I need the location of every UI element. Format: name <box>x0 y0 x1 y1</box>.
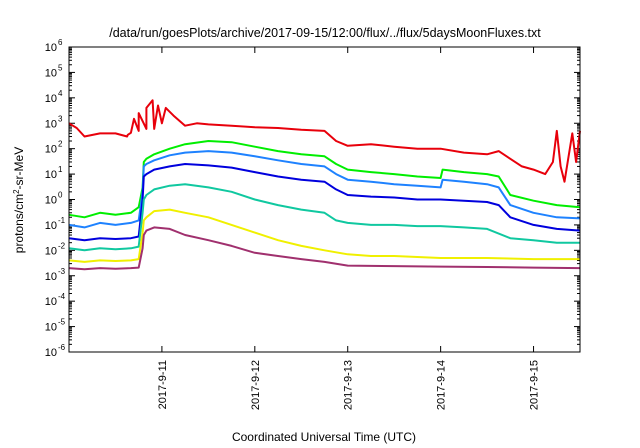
y-tick-exp: -4 <box>58 292 66 301</box>
y-tick-base: 10 <box>45 195 57 207</box>
series-line-3 <box>68 163 581 242</box>
y-tick-base: 10 <box>45 169 57 181</box>
y-tick-exp: 0 <box>58 191 63 200</box>
y-tick-exp: 6 <box>58 38 63 47</box>
y-tick-label: 10 <box>45 347 57 359</box>
y-tick-base: 10 <box>45 144 57 156</box>
y-tick-base: 10 <box>45 118 57 130</box>
series-line-1 <box>68 140 581 219</box>
x-axis: 2017-9-11 2017-9-12 2017-9-13 2017-9-14 2017… <box>157 47 541 410</box>
x-tick-label: 2017-9-13 <box>343 360 355 410</box>
y-label-part: -sr-MeV <box>12 147 26 190</box>
x-tick-label: 2017-9-15 <box>529 360 541 410</box>
y-tick-label: 10 <box>45 296 57 308</box>
y-tick-label: 10 <box>45 169 57 181</box>
series-layer <box>68 99 581 271</box>
y-tick-base: 10 <box>45 322 57 334</box>
series-line-6 <box>68 226 581 271</box>
y-tick-base: 10 <box>45 67 57 79</box>
y-tick-exp: 1 <box>58 165 63 174</box>
y-tick-exp: -3 <box>58 267 66 276</box>
y-tick-label: 10 <box>45 195 57 207</box>
y-tick-exp: -2 <box>58 241 66 250</box>
series-line-4 <box>68 183 580 252</box>
y-tick-exp: 4 <box>58 89 63 98</box>
y-axis-label: protons/cm2-sr-MeV <box>12 147 27 253</box>
x-tick-label: 2017-9-12 <box>250 360 262 410</box>
y-tick-base: 10 <box>45 42 57 54</box>
chart-title: /data/run/goesPlots/archive/2017-09-15/1… <box>109 26 541 40</box>
y-tick-label: 10 <box>45 220 57 232</box>
y-tick-label: 10 <box>45 118 57 130</box>
y-label-sup: 2 <box>12 189 21 194</box>
y-tick-base: 10 <box>45 296 57 308</box>
plot-frame <box>68 46 581 353</box>
x-axis-label: Coordinated Universal Time (UTC) <box>232 430 416 444</box>
y-tick-label: 10 <box>45 245 57 257</box>
y-tick-base: 10 <box>45 271 57 283</box>
y-tick-label: 10 <box>45 144 57 156</box>
y-tick-exp: -1 <box>58 216 66 225</box>
y-tick-base: 10 <box>45 245 57 257</box>
y-tick-exp: 5 <box>58 63 63 72</box>
series-line-0 <box>68 99 581 183</box>
y-tick-exp: -6 <box>58 343 66 352</box>
y-tick-base: 10 <box>45 347 57 359</box>
y-tick-base: 10 <box>45 220 57 232</box>
y-tick-label: 10 <box>45 271 57 283</box>
y-tick-exp: -5 <box>58 318 66 327</box>
y-tick-label: 10 <box>45 67 57 79</box>
x-tick-label: 2017-9-14 <box>436 360 448 410</box>
y-tick-label: 10 <box>45 322 57 334</box>
y-tick-exp: 3 <box>58 114 63 123</box>
series-line-2 <box>68 150 581 229</box>
y-tick-exp: 2 <box>58 140 63 149</box>
y-axis: 10 -610 -510 -410 -310 -210 -110 010 110 210 310 41… <box>45 38 580 359</box>
y-tick-base: 10 <box>45 93 57 105</box>
y-label-part: protons/cm <box>12 194 26 253</box>
series-line-5 <box>68 208 580 263</box>
x-tick-label: 2017-9-11 <box>157 360 169 409</box>
y-tick-label: 10 <box>45 42 57 54</box>
y-tick-label: 10 <box>45 93 57 105</box>
